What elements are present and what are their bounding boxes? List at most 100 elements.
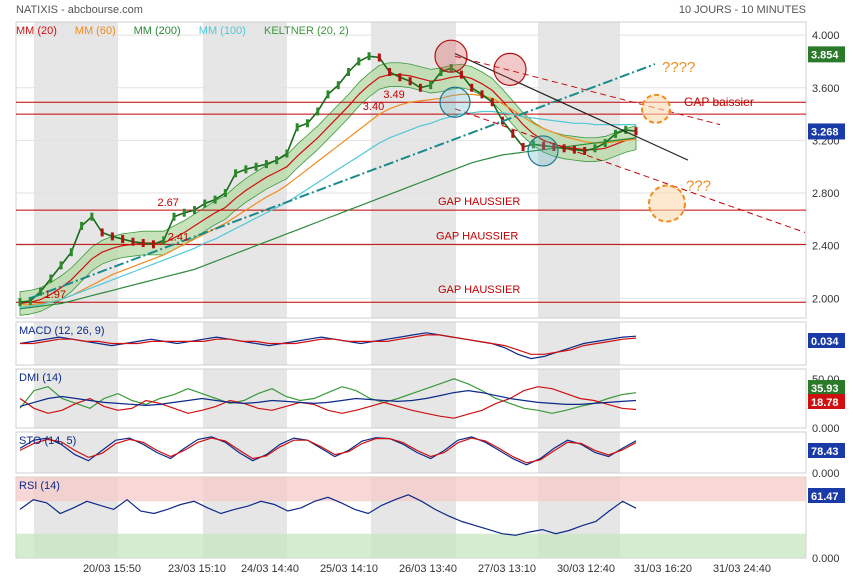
y-tick-label: 0.000: [812, 468, 840, 480]
last-value-box: [808, 333, 845, 348]
session-band: [371, 322, 456, 365]
candle: [357, 57, 361, 66]
level-label-gap-haussier: GAP HAUSSIER: [438, 196, 520, 208]
chart-title: NATIXIS - abcbourse.com: [16, 4, 143, 16]
candle: [377, 53, 381, 62]
y-tick-label: 2.400: [812, 241, 840, 253]
indicator-title: DMI (14): [19, 372, 62, 384]
candle: [193, 206, 197, 215]
last-value-box: [808, 380, 845, 395]
series-line-mm-100-: [19, 110, 636, 309]
indicator-line-adx: [19, 389, 637, 407]
candle: [583, 146, 587, 155]
highlight-circle-top: [493, 52, 527, 86]
x-tick-label: 27/03 13:10: [478, 563, 536, 575]
last-value-box: [808, 394, 845, 409]
candle: [542, 141, 546, 150]
x-tick-label: 31/03 16:20: [634, 563, 692, 575]
last-value-label: 35.93: [811, 383, 839, 395]
highlight-circle-bottom: [527, 135, 559, 167]
panel-frame-dmi: [15, 368, 807, 429]
legend-entry: MM (60): [75, 25, 116, 37]
last-value-label: 61.47: [811, 491, 839, 503]
candle: [172, 212, 176, 221]
last-value-box: [808, 46, 845, 63]
candle: [254, 162, 258, 171]
candle: [305, 119, 309, 128]
candle: [316, 107, 320, 116]
panel-frame-price: [15, 21, 807, 319]
candle: [100, 228, 104, 237]
candle: [470, 83, 474, 92]
x-tick-label: 31/03 24:40: [713, 563, 771, 575]
gap-target-circle: [648, 184, 686, 223]
candle: [624, 125, 628, 134]
channel-line-top: [454, 55, 721, 126]
candle: [562, 144, 566, 153]
price-annotation: 2.41: [168, 231, 189, 243]
candle: [59, 261, 63, 270]
candle: [439, 67, 443, 76]
y-tick-label: 2.000: [812, 293, 840, 305]
price-annotation: 3.49: [383, 89, 404, 101]
candle: [572, 145, 576, 154]
legend-entry: MM (200): [134, 25, 181, 37]
candle: [264, 160, 268, 169]
candle: [275, 156, 279, 165]
gap-target-circle: [641, 93, 671, 124]
candle: [121, 235, 125, 244]
candle: [347, 67, 351, 76]
y-tick-label: 2.800: [812, 188, 840, 200]
candle: [28, 296, 32, 305]
candle: [110, 232, 114, 241]
last-value-label: 18.78: [811, 397, 839, 409]
session-band: [538, 322, 620, 365]
indicator-title: STO (14, 5): [19, 435, 76, 447]
candle: [418, 83, 422, 92]
trend-line-support: [29, 63, 656, 300]
x-tick-label: 30/03 12:40: [557, 563, 615, 575]
y-tick-label: 0.000: [812, 553, 840, 565]
series-line-mm-20-: [19, 74, 637, 305]
candle: [131, 237, 135, 246]
candle: [223, 189, 227, 198]
candle: [552, 142, 556, 151]
candle: [398, 73, 402, 82]
price-annotation: 3.40: [363, 101, 384, 113]
candle: [18, 298, 22, 307]
highlight-circle-bottom: [439, 86, 471, 118]
indicator-line--d: [19, 437, 637, 464]
indicator-title: MACD (12, 26, 9): [19, 325, 105, 337]
chart-period: 10 JOURS - 10 MINUTES: [679, 4, 806, 16]
last-value-box: [808, 443, 845, 458]
candle: [613, 129, 617, 138]
candle: [203, 199, 207, 208]
question-label: ???: [686, 177, 711, 194]
candle: [39, 287, 43, 296]
level-label-gap-baissier: GAP baissier: [684, 95, 754, 109]
question-label: ????: [662, 59, 695, 76]
candle: [511, 129, 515, 138]
candle: [182, 208, 186, 217]
candle: [367, 52, 371, 61]
x-tick-label: 25/03 14:10: [320, 563, 378, 575]
candle: [326, 90, 330, 99]
series-line-mm-200-: [19, 137, 637, 310]
panel-frame-macd: [15, 321, 807, 366]
candle: [603, 139, 607, 148]
last-value-box: [808, 123, 845, 140]
level-label-gap-haussier: GAP HAUSSIER: [436, 230, 518, 242]
price-annotation: 1.97: [45, 289, 66, 301]
candle: [634, 127, 638, 136]
candle: [244, 165, 248, 174]
price-annotation: 2.67: [157, 197, 178, 209]
x-tick-label: 26/03 13:40: [399, 563, 457, 575]
panel-frame-sto: [15, 431, 807, 474]
candle: [521, 142, 525, 151]
last-value-label: 0.034: [811, 336, 839, 348]
x-tick-label: 20/03 15:50: [83, 563, 141, 575]
candle: [459, 70, 463, 79]
level-label-gap-haussier: GAP HAUSSIER: [438, 284, 520, 296]
